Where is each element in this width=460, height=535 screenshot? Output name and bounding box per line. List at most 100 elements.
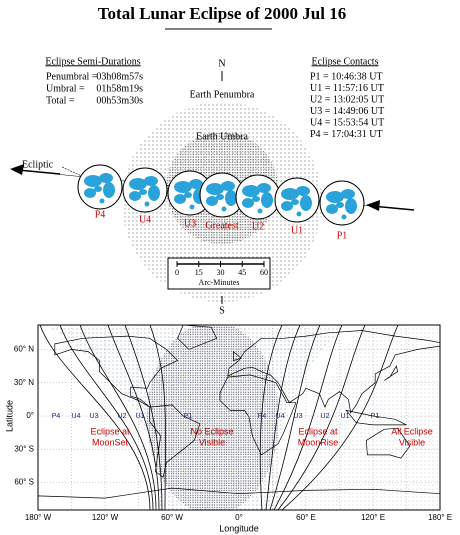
curve-label: U4 [72,413,81,420]
x-tick-label: 0° [235,513,243,522]
scale-tick-label: 30 [217,268,225,277]
curve-label: U2 [118,413,127,420]
curve-label: U2 [321,413,330,420]
region-label: Eclipse at [90,426,130,436]
moon-contact-label: P1 [337,230,348,241]
moon [319,180,365,226]
contact-time: U3 = 14:49:06 UT [310,106,384,117]
map [38,325,440,510]
partial-eclipse-zone [300,325,440,510]
scale-tick-label: 45 [238,268,246,277]
coastline [365,427,411,459]
ecliptic-arrowhead [10,164,24,175]
scale-label: Arc-Minutes [199,278,240,287]
x-tick-label: 60° W [161,513,183,522]
x-tick-label: 60° E [296,513,316,522]
south-label: S [219,305,225,316]
x-tick-label: 120° W [92,513,119,522]
curve-label: U1 [136,413,145,420]
y-tick-label: 30° S [14,444,34,453]
ecliptic-arrow-shaft [17,169,61,175]
curve-label: P4 [258,413,267,420]
umbra-label: Earth Umbra [196,131,248,142]
coastline [233,350,242,361]
duration-value: 03h08m57s [96,71,143,82]
region-label: Visible [399,437,425,447]
title: Total Lunar Eclipse of 2000 Jul 16 [98,4,346,23]
moon-contact-label: U2 [252,221,264,232]
no-eclipse-zone [147,325,279,510]
coastline [54,335,179,408]
visibility-curve [273,325,343,510]
x-tick-label: 120° E [361,513,385,522]
moon-contact-label: U3 [184,218,196,229]
moon [77,164,123,210]
coastline [384,365,398,381]
duration-value: 00h53m30s [96,95,143,106]
ecliptic-label: Ecliptic [22,159,54,170]
curve-label: P1 [371,413,380,420]
visibility-curve [259,325,283,510]
scale-tick-label: 15 [195,268,203,277]
contact-time: U4 = 15:53:54 UT [310,117,384,128]
duration-label: Penumbral = [46,71,98,82]
moon-contact-label: Greatest [205,220,239,231]
coastline [177,325,218,350]
region-label: Eclipse at [298,426,338,436]
curve-label: U4 [276,413,285,420]
contact-time: P1 = 10:46:38 UT [310,71,383,82]
curve-label: U3 [294,413,303,420]
visibility-curve [149,325,166,510]
visibility-curve [107,325,160,510]
duration-label: Total = [46,95,75,106]
coastline [219,374,297,456]
scale-tick-label: 60 [260,268,268,277]
x-axis-label: Longitude [219,523,259,533]
duration-label: Umbral = [46,83,85,94]
visibility-curve [265,325,301,510]
region-label: MoonSet [92,437,129,447]
y-tick-label: 60° S [14,478,34,487]
north-label: N [218,58,225,69]
semi-durations-heading: Eclipse Semi-Durations [45,56,140,67]
region-label: Visible [199,437,225,447]
y-tick-label: 0° [26,411,34,420]
y-tick-label: 60° N [14,345,34,354]
visibility-curve [269,325,321,510]
x-tick-label: 180° E [428,513,452,522]
contacts-heading: Eclipse Contacts [312,56,379,67]
contact-time: U2 = 13:02:05 UT [310,94,384,105]
curve-label: U1 [341,413,350,420]
moon [274,177,320,223]
x-tick-label: 180° W [25,513,52,522]
contact-time: P4 = 17:04:31 UT [310,129,383,140]
region-label: MoonRise [298,437,339,447]
region-label: No Eclipse [190,426,233,436]
visibility-curve [124,325,163,510]
coastline [38,487,440,510]
curve-label: P1 [184,413,193,420]
moon-contact-label: U4 [139,214,151,225]
visibility-curve [277,325,366,510]
y-axis-label: Latitude [4,400,14,432]
coastline [227,330,440,414]
coastline [149,404,201,478]
contact-time: U1 = 11:57:16 UT [310,83,384,94]
scale-tick-label: 0 [175,268,179,277]
visibility-curve [79,325,157,510]
moon-contact-label: P4 [95,209,106,220]
visibility-curve [39,325,151,510]
map-frame [37,324,441,511]
scale-box [167,257,271,290]
curve-label: P4 [52,413,61,420]
ecliptic-arrowhead [366,200,380,211]
moon [235,174,281,220]
visibility-curve [281,325,399,510]
region-label: All Eclipse [391,426,433,436]
y-tick-label: 30° N [14,378,34,387]
moon-contact-label: U1 [291,225,303,236]
visibility-curve [59,325,154,510]
moon [122,167,168,213]
penumbra-label: Earth Penumbra [190,89,255,100]
